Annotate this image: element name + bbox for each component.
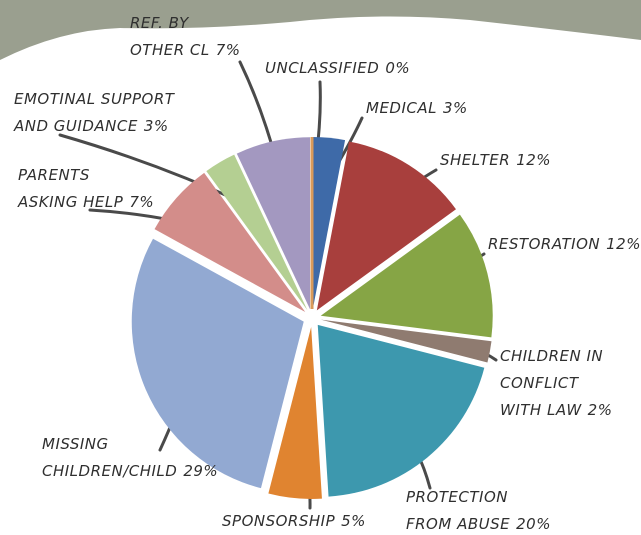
category-label: RESTORATION [488,235,600,253]
category-label: MISSING CHILDREN/CHILD [42,435,177,480]
value-label: 2% [588,401,613,419]
slice-label: SPONSORSHIP 5% [222,508,366,535]
category-label: PARENTS ASKING HELP [18,166,123,211]
page: MEDICAL 3% SHELTER 12% RESTORATION 12% CHILDRE… [0,0,641,535]
slice-label: PROTECTION FROM ABUSE 20% [406,484,551,535]
category-label: MEDICAL [366,99,437,117]
value-label: 5% [341,512,366,530]
slice-label: MEDICAL 3% [366,95,468,122]
value-label: 29% [183,462,218,480]
value-label: 12% [516,151,551,169]
value-label: 0% [385,59,410,77]
value-label: 20% [516,515,551,533]
slice-label: UNCLASSIFIED 0% [265,55,410,82]
slice-label: MISSING CHILDREN/CHILD 29% [42,431,218,485]
category-label: UNCLASSIFIED [265,59,379,77]
slice-label: SHELTER 12% [440,147,551,174]
slice-label: REF. BY OTHER CL 7% [130,10,241,64]
category-label: PROTECTION FROM ABUSE [406,488,510,533]
background-texture [0,0,641,60]
category-label: SHELTER [440,151,510,169]
value-label: 7% [216,41,241,59]
category-label: REF. BY OTHER CL [130,14,210,59]
value-label: 3% [443,99,468,117]
slice-label: PARENTS ASKING HELP 7% [18,162,154,216]
value-label: 12% [606,235,641,253]
value-label: 7% [129,193,154,211]
category-label: SPONSORSHIP [222,512,335,530]
value-label: 3% [144,117,169,135]
slice-label: RESTORATION 12% [488,231,641,258]
